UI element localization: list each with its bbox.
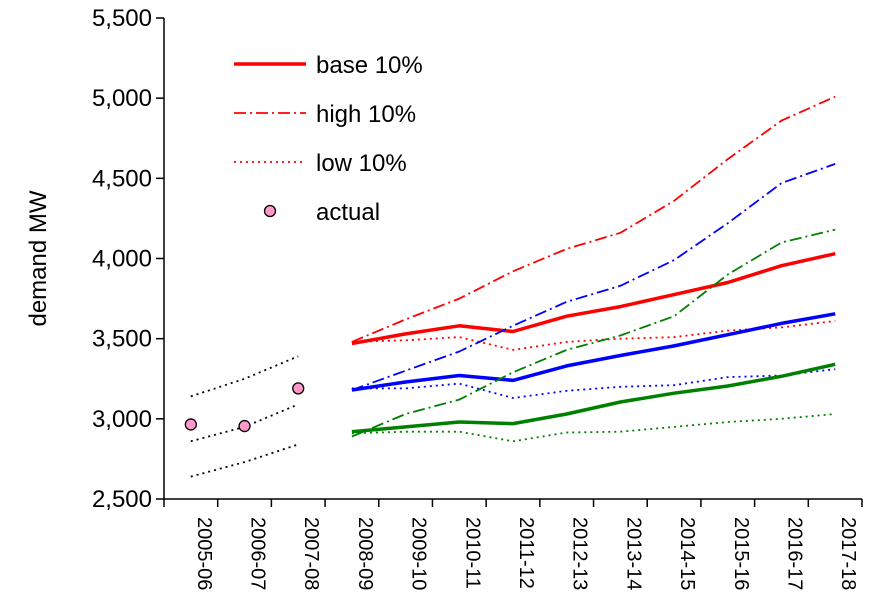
axes: 2,500 3,000 3,500 4,000 4,500 5,000 5,500 2005-… (92, 5, 863, 590)
x-tick-label: 2005-06 (193, 517, 215, 590)
y-tick-label: 3,500 (92, 326, 152, 353)
blue-dotted-series-line (351, 368, 836, 399)
x-tick-label: 2015-16 (730, 517, 752, 590)
actual-points (184, 382, 305, 433)
actual-data-point (238, 419, 251, 433)
x-tick-label: 2011-12 (515, 517, 537, 589)
x-tick-label: 2009-10 (408, 517, 430, 590)
y-tick-label: 5,000 (92, 85, 152, 112)
legend-label: actual (316, 199, 380, 226)
x-tick-label: 2016-17 (783, 517, 805, 590)
legend-marker (263, 204, 277, 218)
x-tick-label: 2008-09 (354, 517, 376, 590)
green-dotted-series-line (351, 413, 836, 443)
band-dotted-series-line (190, 443, 299, 478)
legend-label: low 10% (316, 150, 407, 177)
red-dashdot-series-line (351, 95, 836, 343)
y-tick-label: 4,500 (92, 165, 152, 192)
green-solid-series-line (351, 362, 836, 434)
y-axis-label: demand MW (25, 190, 52, 326)
legend-label: base 10% (316, 52, 423, 79)
green-dashdot-series-line (351, 228, 836, 438)
actual-data-point (292, 382, 305, 395)
red-solid-series-line (351, 251, 836, 346)
series-layer (190, 95, 836, 478)
red-dotted-series-line (351, 320, 836, 351)
y-tick-label: 5,500 (92, 5, 152, 32)
x-tick-label: 2017-18 (837, 517, 859, 590)
y-tick-label: 4,000 (92, 246, 152, 273)
blue-solid-series-line (351, 312, 836, 392)
legend-label: high 10% (316, 101, 416, 128)
band-dotted-series-line (190, 355, 299, 398)
actual-data-point (184, 418, 197, 431)
x-tick-label: 2012-13 (569, 517, 591, 590)
y-tick-label: 2,500 (92, 486, 152, 513)
x-tick-label: 2007-08 (300, 517, 322, 590)
x-tick-label: 2014-15 (676, 517, 698, 590)
x-tick-label: 2006-07 (247, 517, 269, 590)
x-tick-label: 2010-11 (461, 517, 483, 589)
legend: base 10% high 10% low 10% actual (234, 52, 423, 226)
y-tick-label: 3,000 (92, 406, 152, 433)
blue-dashdot-series-line (351, 163, 836, 391)
x-tick-label: 2013-14 (622, 517, 644, 590)
